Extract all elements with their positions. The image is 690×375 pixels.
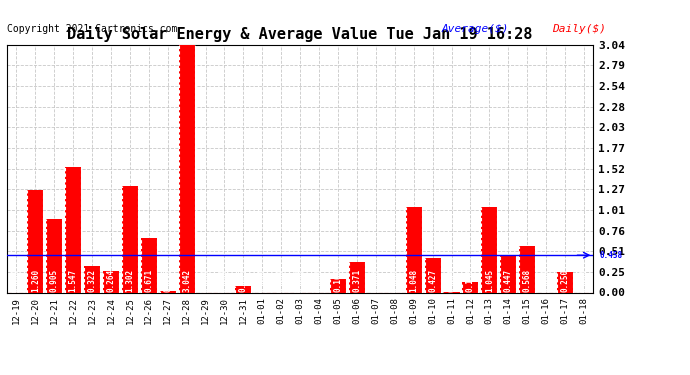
Text: 1.045: 1.045 [485, 269, 494, 292]
Bar [406, 207, 422, 292]
Bar [557, 272, 573, 292]
Text: 1.302: 1.302 [126, 269, 135, 292]
Text: 0.447: 0.447 [504, 269, 513, 292]
Bar [349, 262, 365, 292]
Bar [103, 271, 119, 292]
Text: 3.042: 3.042 [182, 269, 191, 292]
Text: 0.458: 0.458 [599, 251, 622, 260]
Text: 0.427: 0.427 [428, 269, 437, 292]
Text: 0.000: 0.000 [295, 269, 305, 292]
Text: 1.260: 1.260 [31, 269, 40, 292]
Bar [235, 286, 251, 292]
Text: 0.000: 0.000 [277, 269, 286, 292]
Text: 1.547: 1.547 [68, 269, 77, 292]
Bar [84, 266, 100, 292]
Text: 0.085: 0.085 [239, 269, 248, 292]
Text: 0.371: 0.371 [353, 269, 362, 292]
Text: 0.671: 0.671 [144, 269, 153, 292]
Bar [519, 246, 535, 292]
Text: Daily($): Daily($) [552, 24, 606, 34]
Bar [179, 45, 195, 292]
Text: 0.000: 0.000 [315, 269, 324, 292]
Text: 0.000: 0.000 [542, 269, 551, 292]
Text: 0.000: 0.000 [12, 269, 21, 292]
Bar [141, 238, 157, 292]
Bar [65, 166, 81, 292]
Text: 0.000: 0.000 [201, 269, 210, 292]
Text: 0.000: 0.000 [220, 269, 229, 292]
Text: 0.322: 0.322 [88, 269, 97, 292]
Text: 0.160: 0.160 [333, 269, 342, 292]
Text: 0.000: 0.000 [391, 269, 400, 292]
Bar [159, 291, 176, 292]
Bar [122, 186, 138, 292]
Text: 0.003: 0.003 [447, 269, 456, 292]
Text: 0.000: 0.000 [258, 269, 267, 292]
Text: 0.000: 0.000 [580, 269, 589, 292]
Text: 0.132: 0.132 [466, 269, 475, 292]
Text: 0.000: 0.000 [371, 269, 380, 292]
Text: 0.568: 0.568 [523, 269, 532, 292]
Bar [482, 207, 497, 292]
Text: Copyright 2021 Cartronics.com: Copyright 2021 Cartronics.com [7, 24, 177, 34]
Text: 1.048: 1.048 [409, 269, 418, 292]
Bar [27, 190, 43, 292]
Bar [46, 219, 62, 292]
Bar [500, 256, 516, 292]
Text: 0.016: 0.016 [164, 269, 172, 292]
Bar [462, 282, 478, 292]
Text: 0.264: 0.264 [106, 269, 115, 292]
Text: Average($): Average($) [442, 24, 509, 34]
Bar [424, 258, 441, 292]
Title: Daily Solar Energy & Average Value Tue Jan 19 16:28: Daily Solar Energy & Average Value Tue J… [68, 27, 533, 42]
Text: 0.250: 0.250 [560, 269, 569, 292]
Text: 0.905: 0.905 [50, 269, 59, 292]
Bar [330, 279, 346, 292]
